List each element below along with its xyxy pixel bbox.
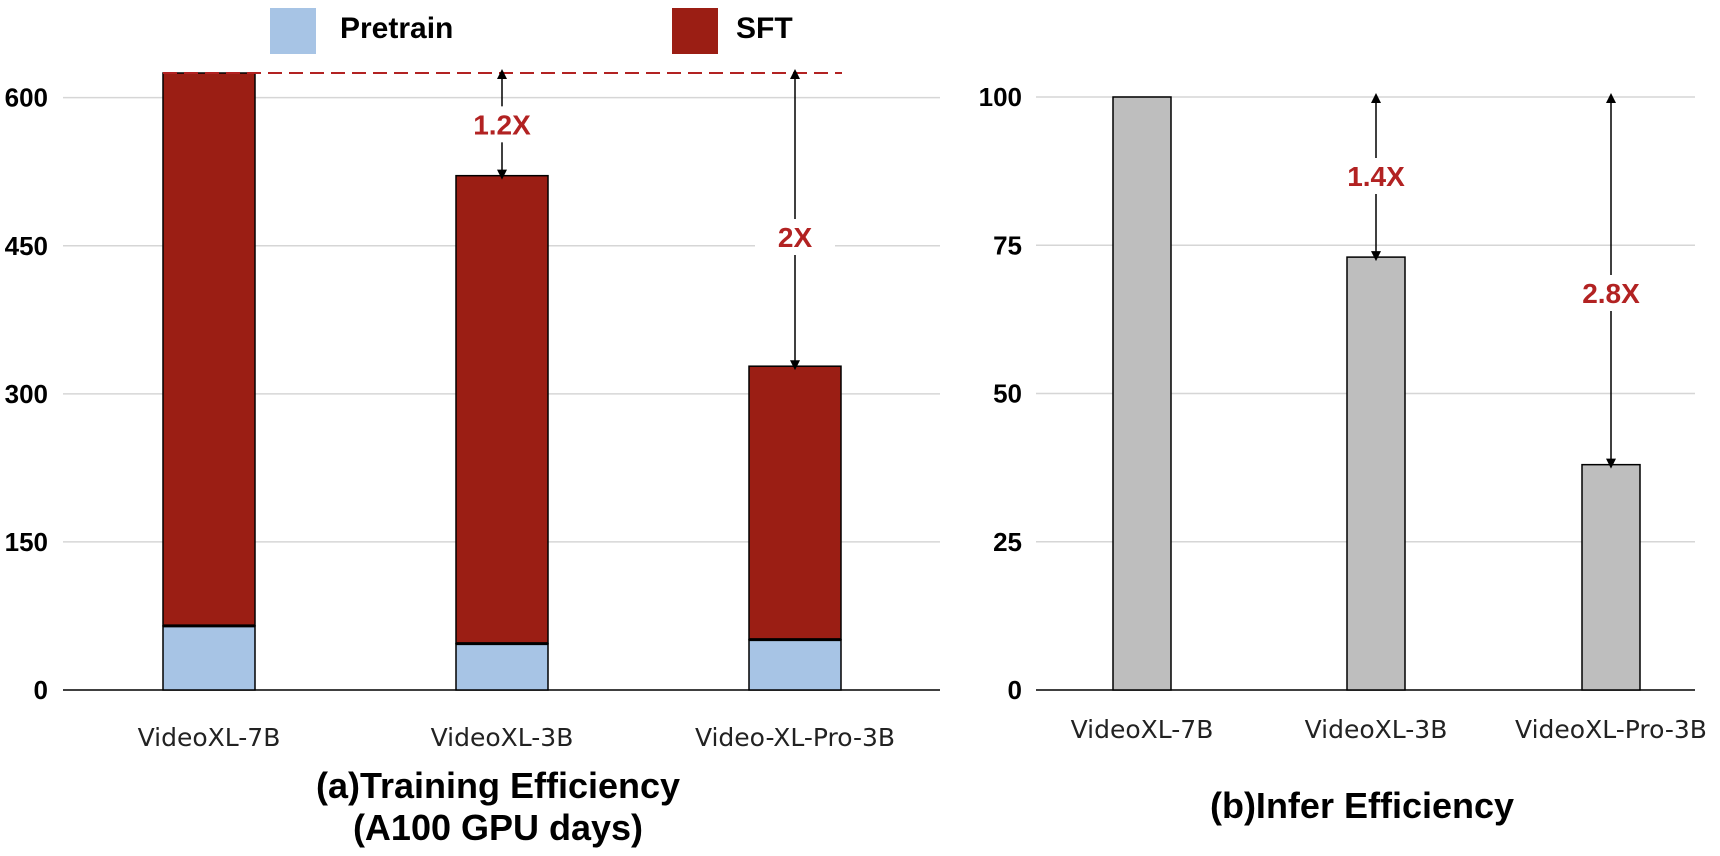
y-tick-label: 75 [993,230,1022,260]
inference-bars [1112,96,1641,691]
ratio-label-bg [1332,158,1420,194]
inference-y-ticks: 0 25 50 75 100 [979,82,1022,705]
category-label: VideoXL-3B [1305,715,1448,744]
y-tick-label: 50 [993,379,1022,409]
bar-sft [455,174,549,645]
ratio-label-bg [755,219,835,255]
bar-inference [1346,256,1406,691]
legend-label-pretrain: Pretrain [340,12,453,45]
y-tick-label: 0 [34,675,48,705]
training-title-line1: (a)Training Efficiency [316,765,680,806]
inference-categories: VideoXL-7B VideoXL-3B VideoXL-Pro-3B [1071,715,1707,744]
inference-title: (b)Infer Efficiency [1210,785,1514,826]
y-tick-label: 450 [5,231,48,261]
bar-sft [162,72,256,627]
y-tick-label: 300 [5,379,48,409]
category-label: VideoXL-3B [431,723,574,752]
bar-pretrain [162,625,256,691]
bar-inference [1581,463,1641,691]
legend-label-sft: SFT [736,12,793,45]
bar-pretrain [455,642,549,691]
y-tick-label: 0 [1008,675,1022,705]
ratio-label: 2X [778,222,813,253]
ratio-label-bg [1567,275,1655,311]
category-label: Video-XL-Pro-3B [695,723,895,752]
training-y-ticks: 0 150 300 450 600 [5,83,48,705]
y-tick-label: 600 [5,83,48,113]
y-tick-label: 100 [979,82,1022,112]
training-categories: VideoXL-7B VideoXL-3B Video-XL-Pro-3B [138,723,895,752]
training-title-line2: (A100 GPU days) [353,807,643,848]
legend: Pretrain SFT [270,8,793,54]
category-label: VideoXL-7B [1071,715,1214,744]
y-tick-label: 25 [993,527,1022,557]
bar-sft [748,365,842,641]
category-label: VideoXL-7B [138,723,281,752]
ratio-label: 2.8X [1582,278,1640,309]
legend-swatch-pretrain [270,8,316,54]
bar-inference [1112,96,1172,691]
bar-pretrain [748,638,842,691]
ratio-label: 1.2X [473,109,531,140]
ratio-label-bg [462,106,542,143]
category-label: VideoXL-Pro-3B [1515,715,1707,744]
inference-annotations: 1.4X 2.8X [1332,93,1655,469]
legend-swatch-sft [672,8,718,54]
training-annotations: 1.2X 2X [163,69,842,371]
ratio-label: 1.4X [1347,161,1405,192]
y-tick-label: 150 [5,527,48,557]
